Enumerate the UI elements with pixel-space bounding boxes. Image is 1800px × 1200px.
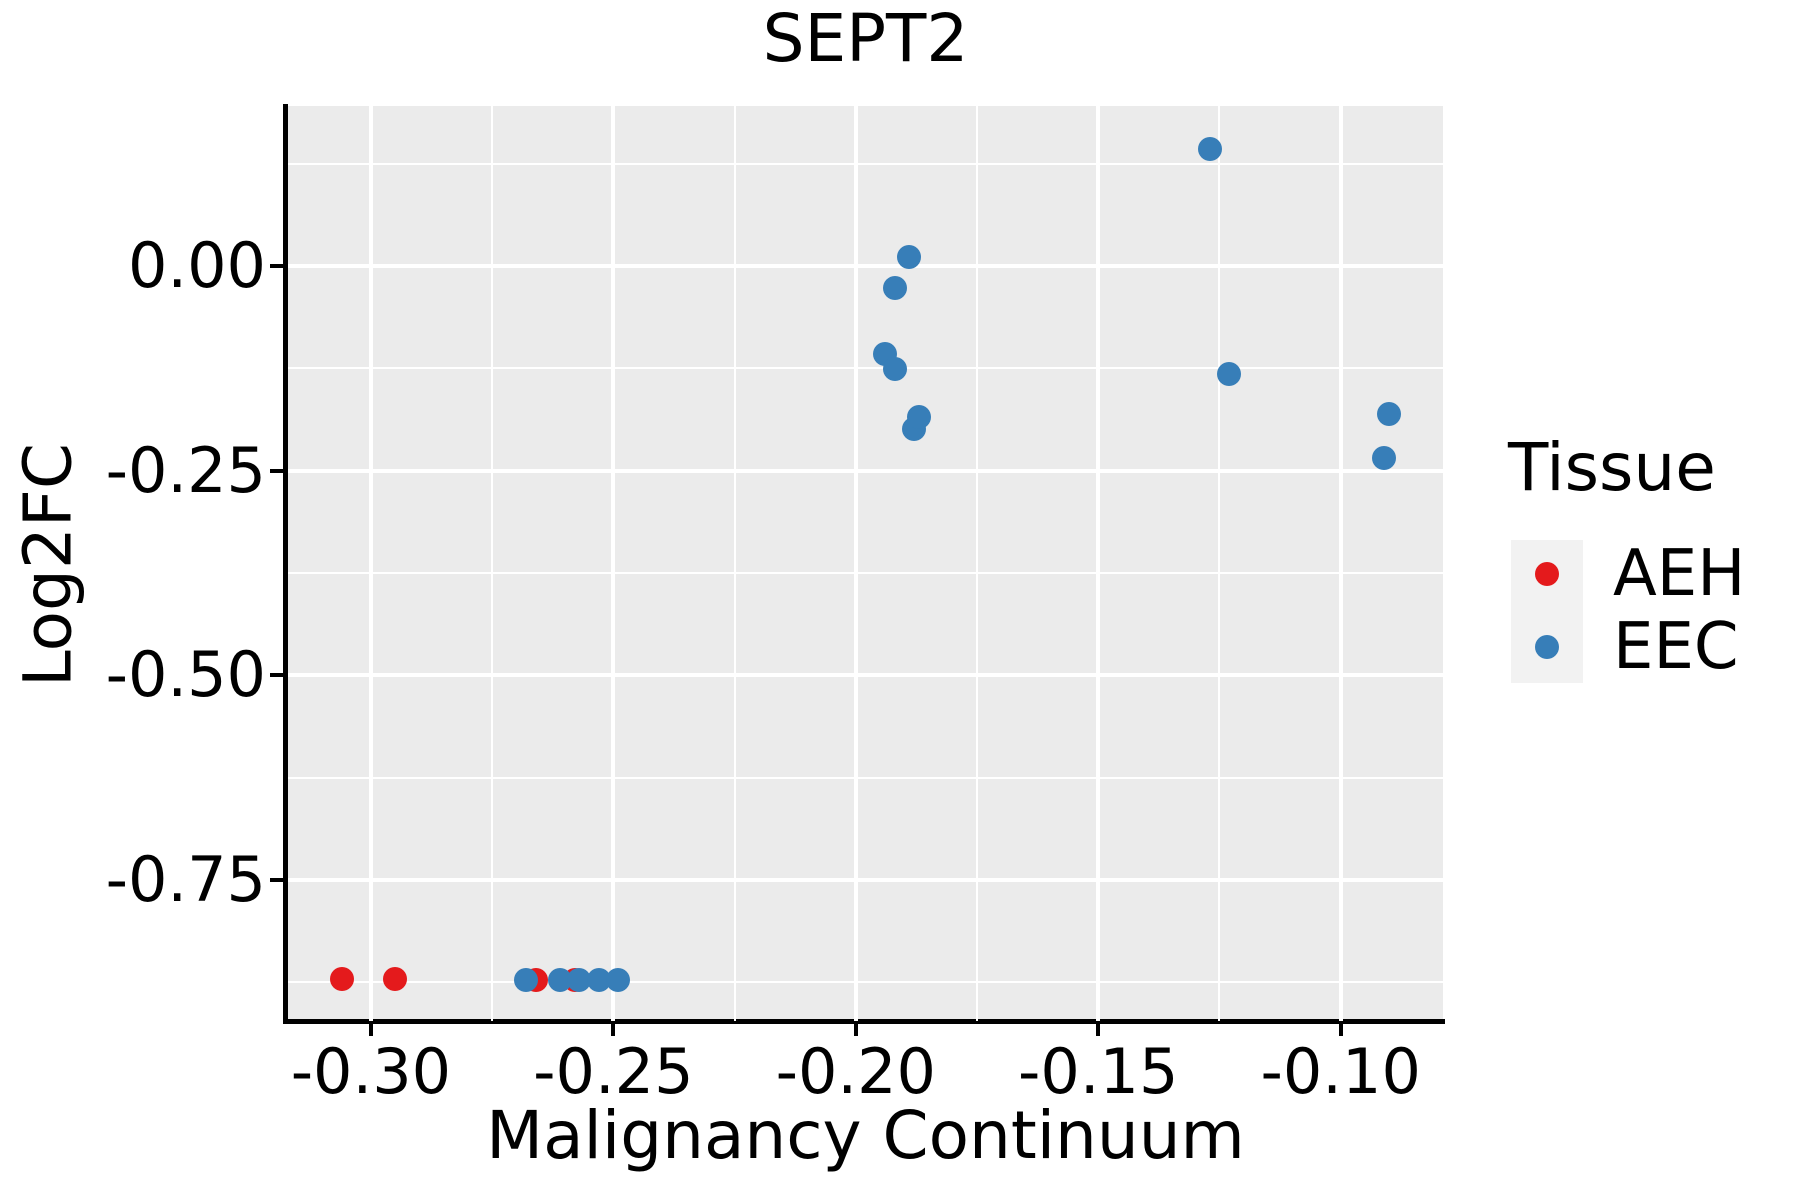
y-major-gridline [288, 468, 1443, 473]
data-point-eec [906, 404, 931, 429]
y-minor-gridline [288, 981, 1443, 984]
x-axis-label: Malignancy Continuum [486, 1097, 1245, 1174]
y-axis-line [283, 104, 288, 1024]
y-major-gridline [288, 878, 1443, 883]
x-tick-label: -0.25 [533, 1035, 694, 1108]
legend-label-aeh: AEH [1613, 537, 1746, 611]
data-point-eec [1217, 362, 1242, 387]
x-tick-label: -0.15 [1018, 1035, 1179, 1108]
y-tick-label: 0.00 [127, 228, 266, 302]
y-major-gridline [288, 263, 1443, 268]
y-tick-mark [270, 673, 283, 678]
data-point-aeh [383, 967, 408, 992]
x-minor-gridline [1218, 106, 1221, 1021]
x-major-gridline [611, 106, 616, 1021]
x-major-gridline [368, 106, 373, 1021]
y-minor-gridline [288, 776, 1443, 779]
data-point-eec [882, 357, 907, 382]
data-point-aeh [329, 967, 354, 992]
y-tick-mark [270, 468, 283, 473]
y-tick-label: -0.50 [105, 638, 266, 712]
legend-marker-aeh-icon [1535, 562, 1559, 586]
data-point-eec [606, 967, 631, 992]
x-major-gridline [1096, 106, 1101, 1021]
plot-panel [288, 106, 1443, 1021]
x-tick-label: -0.20 [775, 1035, 936, 1108]
x-tick-label: -0.10 [1260, 1035, 1421, 1108]
data-point-eec [1197, 136, 1222, 161]
y-minor-gridline [288, 162, 1443, 165]
data-point-eec [882, 276, 907, 301]
y-minor-gridline [288, 367, 1443, 370]
y-tick-mark [270, 878, 283, 883]
data-point-eec [514, 967, 539, 992]
y-major-gridline [288, 673, 1443, 678]
data-point-eec [897, 244, 922, 269]
x-tick-label: -0.30 [290, 1035, 452, 1108]
data-point-eec [1372, 445, 1397, 470]
y-minor-gridline [288, 571, 1443, 574]
legend-marker-eec-icon [1535, 635, 1559, 659]
data-point-eec [1377, 402, 1402, 427]
legend-label-eec: EEC [1613, 610, 1739, 684]
x-tick-mark [1096, 1024, 1101, 1036]
x-tick-mark [368, 1024, 373, 1036]
x-tick-mark [1338, 1024, 1343, 1036]
x-axis-line [283, 1019, 1445, 1024]
x-minor-gridline [491, 106, 494, 1021]
x-major-gridline [853, 106, 858, 1021]
legend-title: Tissue [1508, 429, 1716, 506]
y-tick-label: -0.75 [105, 843, 266, 917]
plot-title: SEPT2 [762, 0, 969, 77]
y-tick-label: -0.25 [105, 433, 266, 507]
x-minor-gridline [733, 106, 736, 1021]
x-tick-mark [853, 1024, 858, 1036]
x-minor-gridline [976, 106, 979, 1021]
x-tick-mark [611, 1024, 616, 1036]
x-major-gridline [1338, 106, 1343, 1021]
y-tick-mark [270, 263, 283, 268]
